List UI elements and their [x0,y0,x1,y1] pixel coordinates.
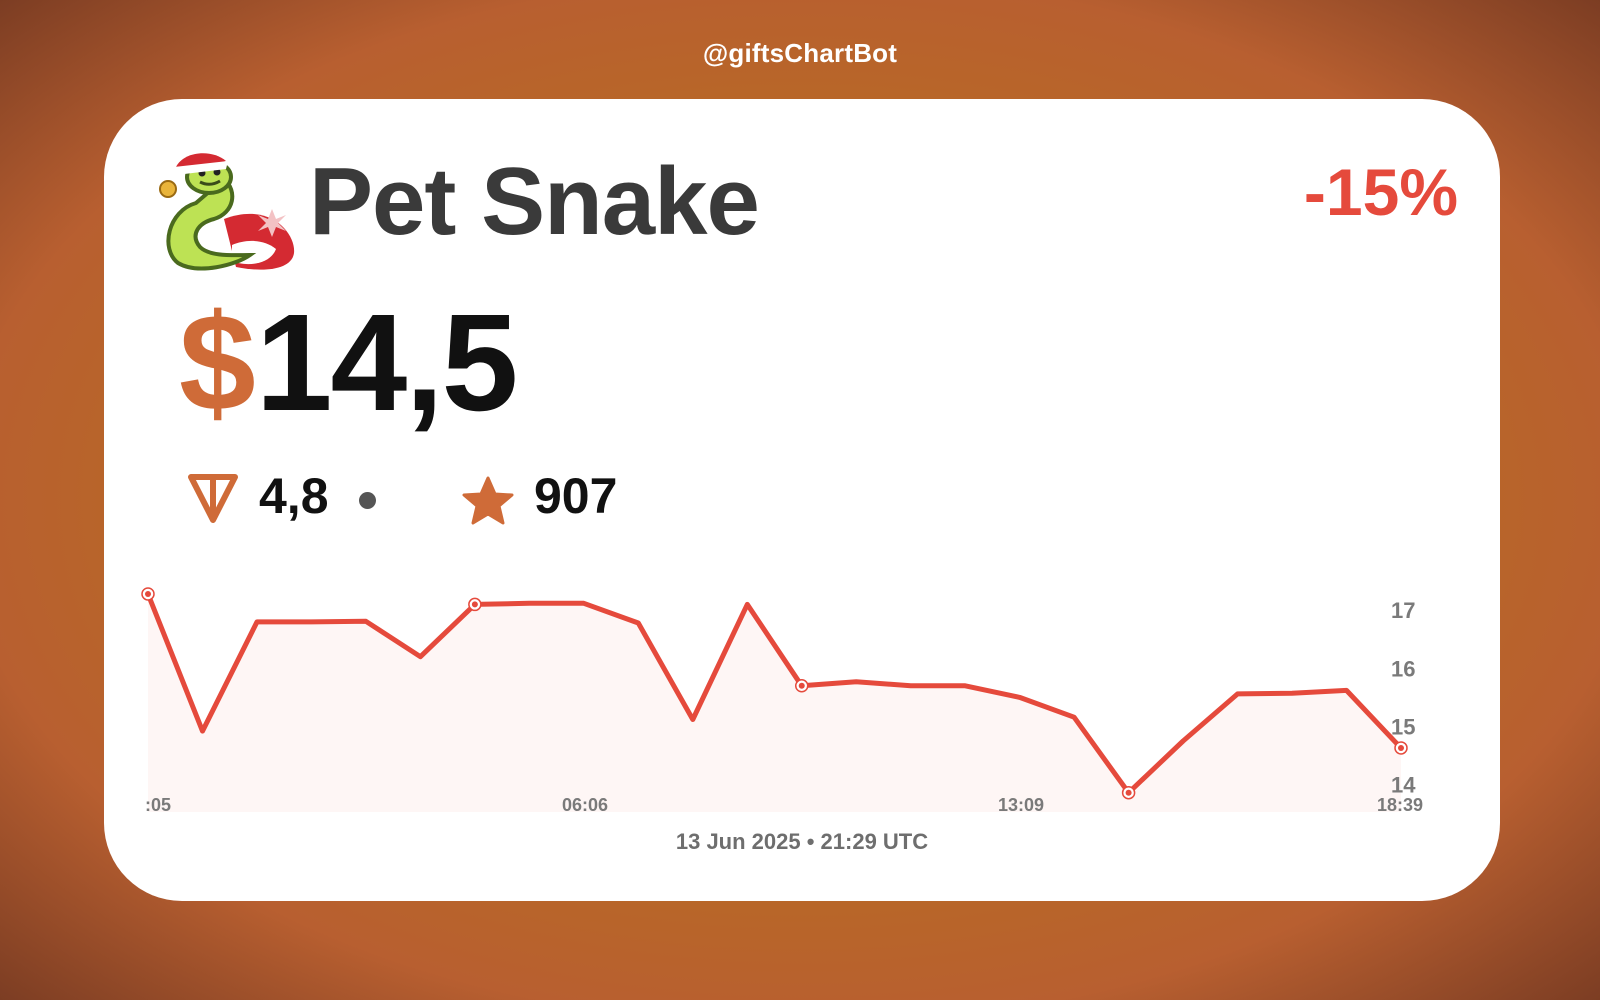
ton-icon [188,474,238,523]
x-tick-label: 06:06 [562,795,608,815]
timestamp: 13 Jun 2025 • 21:29 UTC [675,829,929,854]
separator-dot [359,492,376,509]
y-tick-label: 14 [1391,773,1416,798]
price-chart: 14 15 16 17 :05 06:06 13:09 18:39 [141,587,1423,815]
gift-name: Pet Snake [309,148,760,255]
price-card: Pet Snake -15% $14,5 4,8 907 14 15 16 17 :05… [104,99,1500,901]
y-tick-label: 15 [1391,714,1415,739]
bot-handle: @giftsChartBot [702,38,898,68]
chart-point-marker-core [471,601,478,608]
price-value: 14,5 [255,286,519,440]
x-tick-label: :05 [145,795,171,815]
star-icon [462,476,514,525]
stars-price: 907 [534,468,618,524]
chart-point-marker-core [1398,744,1404,751]
x-tick-label: 13:09 [998,795,1044,815]
currency-symbol: $ [179,286,256,440]
price-change-percent: -15% [1303,155,1458,229]
chart-point-marker-core [1125,789,1132,796]
ton-price: 4,8 [259,468,329,524]
y-tick-label: 17 [1391,598,1415,623]
chart-point-marker-core [145,590,151,597]
x-tick-label: 18:39 [1377,795,1423,815]
chart-area-fill [148,594,1401,812]
chart-price-line [145,591,1404,796]
chart-point-marker-core [798,682,805,689]
price-usd: $14,5 [179,294,518,432]
y-tick-label: 16 [1391,656,1415,681]
pet-snake-icon [159,153,295,271]
